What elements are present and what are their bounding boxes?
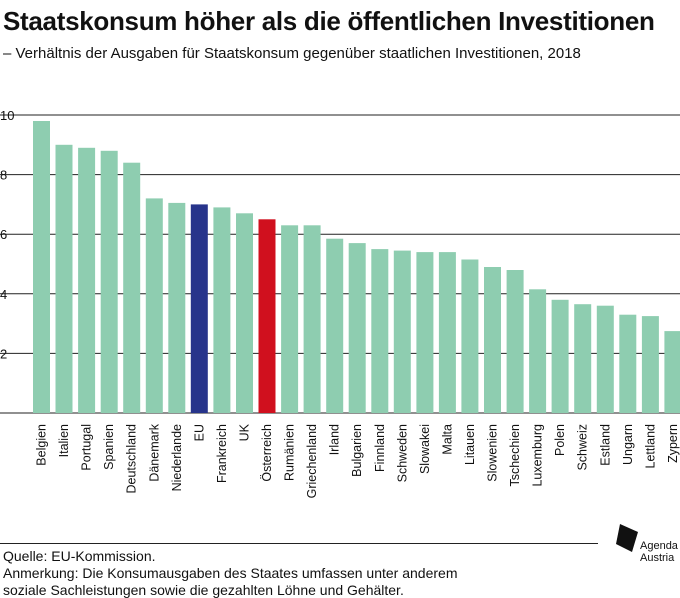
x-tick-label: Finnland xyxy=(373,424,387,472)
bar-rumänien xyxy=(281,225,299,413)
bar-eu xyxy=(190,204,208,413)
y-tick-label: 6 xyxy=(0,227,7,242)
x-tick-label: Dänemark xyxy=(147,423,161,481)
bar-chart: 2 4 6 8 10 Belgien Italien Portugal Spanien Deut… xyxy=(0,108,680,498)
bar-bulgarien xyxy=(348,243,366,413)
x-tick-label: Ungarn xyxy=(621,424,635,465)
x-tick-label: Zypern xyxy=(666,424,680,463)
footer-divider xyxy=(0,543,598,544)
bar-slowakei xyxy=(416,252,434,413)
bar-portugal xyxy=(78,147,96,414)
bar-polen xyxy=(551,299,569,413)
bar-spanien xyxy=(100,150,118,414)
x-tick-label: Tschechien xyxy=(508,424,522,487)
x-tick-label: Portugal xyxy=(80,424,94,471)
x-tick-label: Belgien xyxy=(35,424,49,466)
x-tick-label: Luxemburg xyxy=(531,424,545,487)
bar-tschechien xyxy=(506,270,524,413)
bar-malta xyxy=(438,252,456,413)
y-tick-label: 8 xyxy=(0,168,7,183)
agenda-austria-logo-icon xyxy=(616,524,638,552)
logo-line-2: Austria xyxy=(640,552,675,564)
bar-zypern xyxy=(664,331,680,413)
bar-finnland xyxy=(371,249,389,413)
y-tick-label: 4 xyxy=(0,287,7,302)
x-tick-label: Schweden xyxy=(395,424,409,482)
x-tick-label: Österreich xyxy=(260,424,274,482)
bar-slowenien xyxy=(484,267,501,413)
x-tick-label: Niederlande xyxy=(170,424,184,491)
x-tick-label: Bulgarien xyxy=(350,424,364,477)
bar-litauen xyxy=(461,259,479,413)
y-tick-labels: 2 4 6 8 10 xyxy=(0,108,14,361)
bar-italien xyxy=(55,144,73,414)
x-tick-label: Slowenien xyxy=(486,424,500,482)
chart-subtitle: – Verhältnis der Ausgaben für Staatskons… xyxy=(3,45,581,62)
bar-schweiz xyxy=(574,304,592,413)
bar-uk xyxy=(236,213,253,413)
y-tick-label: 10 xyxy=(0,108,14,123)
bar-lettland xyxy=(641,316,659,413)
note-line-2: soziale Sachleistungen sowie die gezahlt… xyxy=(3,582,404,598)
bar-irland xyxy=(326,238,344,413)
note-line-1: Anmerkung: Die Konsumausgaben des Staate… xyxy=(3,565,458,581)
x-tick-label: Lettland xyxy=(643,424,657,469)
bar-deutschland xyxy=(123,162,141,413)
x-tick-label: Litauen xyxy=(463,424,477,465)
x-tick-label: Schweiz xyxy=(576,424,590,471)
x-tick-label: UK xyxy=(237,423,251,441)
bar-griechenland xyxy=(303,225,321,413)
x-tick-label: Estland xyxy=(598,424,612,466)
bar-belgien xyxy=(33,121,50,413)
x-tick-label: Griechenland xyxy=(305,424,319,498)
x-tick-label: Polen xyxy=(553,424,567,456)
bar-österreich xyxy=(258,219,276,413)
bar-ungarn xyxy=(619,314,637,413)
x-tick-label: Rumänien xyxy=(283,424,297,481)
x-tick-label: Italien xyxy=(57,424,71,457)
bar-schweden xyxy=(393,250,411,413)
chart-title: Staatskonsum höher als die öffentlichen … xyxy=(3,6,655,36)
x-tick-label: Frankreich xyxy=(215,424,229,483)
bar-frankreich xyxy=(213,207,231,413)
bar-estland xyxy=(596,305,614,413)
y-tick-label: 2 xyxy=(0,346,7,361)
bars xyxy=(33,121,680,414)
x-tick-label: Malta xyxy=(440,424,454,455)
x-tick-labels: Belgien Italien Portugal Spanien Deutschland… xyxy=(35,423,680,498)
bar-niederlande xyxy=(168,202,186,413)
logo-line-1: Agenda xyxy=(640,540,678,552)
bar-dänemark xyxy=(145,198,163,413)
x-tick-label: EU xyxy=(192,424,206,441)
x-tick-label: Irland xyxy=(328,424,342,455)
x-tick-label: Spanien xyxy=(102,424,116,470)
x-tick-label: Deutschland xyxy=(125,424,139,494)
bar-luxemburg xyxy=(529,289,547,413)
source-text: Quelle: EU-Kommission. xyxy=(3,548,156,564)
x-tick-label: Slowakei xyxy=(418,424,432,474)
